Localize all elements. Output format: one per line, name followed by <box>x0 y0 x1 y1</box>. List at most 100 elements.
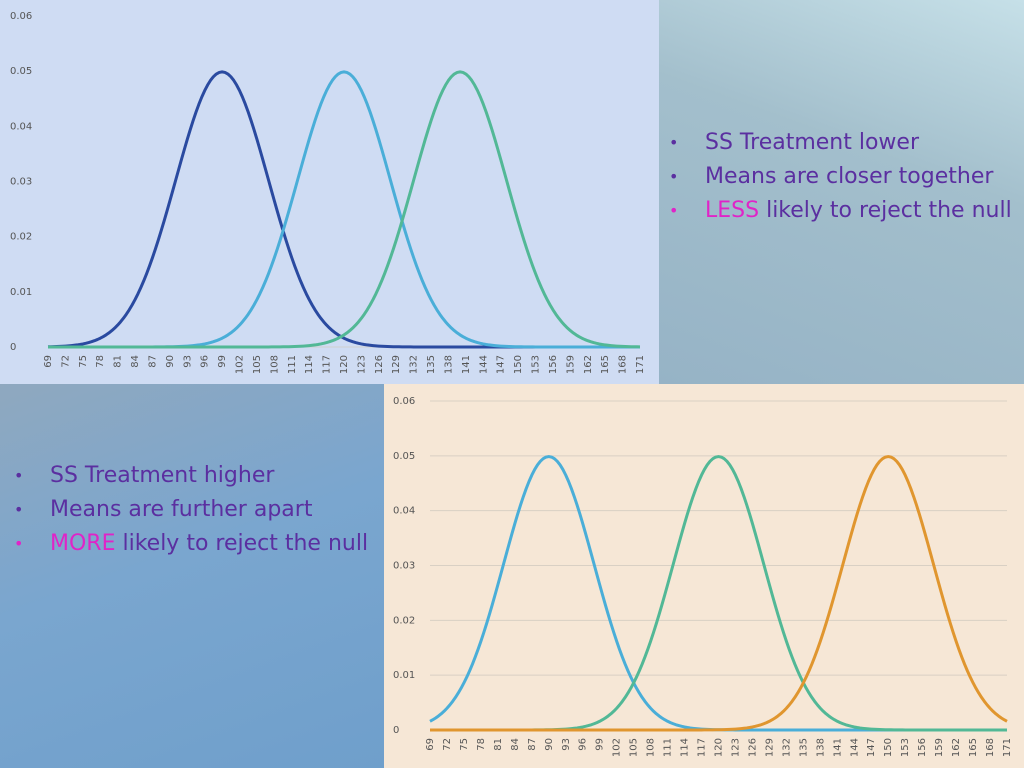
x-tick-label: 117 <box>322 355 333 374</box>
background-bottom-left <box>0 384 384 768</box>
x-tick-label: 111 <box>663 738 674 757</box>
x-tick-label: 69 <box>425 738 436 751</box>
x-tick-label: 153 <box>531 355 542 374</box>
y-tick-label: 0 <box>10 342 16 353</box>
x-tick-label: 144 <box>478 355 489 374</box>
bullet-text: likely to reject the null <box>759 198 1012 223</box>
y-tick-label: 0.01 <box>10 287 32 298</box>
x-tick-label: 147 <box>866 738 877 757</box>
y-tick-label: 0.03 <box>393 561 415 572</box>
x-tick-label: 75 <box>459 738 470 751</box>
x-tick-label: 81 <box>113 355 124 368</box>
x-tick-label: 99 <box>217 355 228 368</box>
x-tick-label: 90 <box>165 355 176 368</box>
bullet-text: likely to reject the null <box>115 531 369 556</box>
x-tick-label: 114 <box>304 355 315 374</box>
y-tick-label: 0.06 <box>10 11 32 22</box>
bullet-icon: • <box>669 133 679 152</box>
x-tick-label: 159 <box>934 738 945 757</box>
x-tick-label: 156 <box>917 738 928 757</box>
x-tick-label: 72 <box>60 355 71 368</box>
bullet-icon: • <box>14 500 24 519</box>
chart-top: 0 0.01 0.02 0.03 0.04 0.05 0.06 69 72 75 78 81 84 87 9… <box>10 11 646 374</box>
bullet-icon: • <box>14 466 24 485</box>
bullet-text: Means are further apart <box>50 497 313 522</box>
bullet-text: SS Treatment higher <box>50 463 275 488</box>
x-tick-label: 165 <box>968 738 979 757</box>
bullet-text: Means are closer together <box>705 164 994 189</box>
x-tick-label: 117 <box>697 738 708 757</box>
x-tick-label: 141 <box>461 355 472 374</box>
x-tick-label: 105 <box>629 738 640 757</box>
x-tick-label: 138 <box>443 355 454 374</box>
x-tick-label: 69 <box>43 355 54 368</box>
x-tick-label: 114 <box>680 738 691 757</box>
bullet-highlight-text: LESS <box>705 198 760 223</box>
y-tick-label: 0.05 <box>393 451 415 462</box>
x-tick-label: 72 <box>442 738 453 751</box>
x-tick-label: 150 <box>513 355 524 374</box>
x-tick-label: 153 <box>900 738 911 757</box>
y-tick-label: 0.03 <box>10 177 32 188</box>
y-tick-label: 0.04 <box>393 506 415 517</box>
x-tick-label: 111 <box>287 355 298 374</box>
x-tick-label: 171 <box>1002 738 1013 757</box>
x-tick-label: 120 <box>714 738 725 757</box>
bullet-icon: • <box>14 534 24 553</box>
x-tick-label: 87 <box>147 355 158 368</box>
y-tick-label: 0.02 <box>393 615 415 626</box>
x-tick-label: 105 <box>252 355 263 374</box>
x-tick-label: 93 <box>182 355 193 368</box>
x-tick-label: 87 <box>527 738 538 751</box>
x-tick-label: 84 <box>130 355 141 368</box>
x-tick-label: 168 <box>985 738 996 757</box>
x-tick-label: 126 <box>747 738 758 757</box>
bullet-item: • SS Treatment higher <box>14 459 368 493</box>
x-tick-label: 93 <box>561 738 572 751</box>
chart-panel-top: 0 0.01 0.02 0.03 0.04 0.05 0.06 69 72 75 78 81 84 87 9… <box>0 0 659 384</box>
x-tick-label: 90 <box>544 738 555 751</box>
x-tick-label: 120 <box>339 355 350 374</box>
x-tick-label: 135 <box>426 355 437 374</box>
x-tick-label: 78 <box>476 738 487 751</box>
x-tick-label: 96 <box>200 355 211 368</box>
bullet-item: • Means are further apart <box>14 493 368 527</box>
x-tick-label: 132 <box>409 355 420 374</box>
bullet-list-top-right: • SS Treatment lower • Means are closer … <box>669 126 1012 228</box>
x-tick-label: 150 <box>883 738 894 757</box>
x-tick-label: 75 <box>78 355 89 368</box>
x-tick-label: 96 <box>578 738 589 751</box>
x-tick-label: 171 <box>635 355 646 374</box>
x-tick-label: 129 <box>764 738 775 757</box>
x-tick-label: 123 <box>730 738 741 757</box>
series-line <box>48 70 641 349</box>
bullet-list-bottom-left: • SS Treatment higher • Means are furthe… <box>14 459 369 561</box>
x-tick-label: 78 <box>95 355 106 368</box>
x-tick-label: 165 <box>600 355 611 374</box>
x-tick-label: 81 <box>493 738 504 751</box>
y-tick-label: 0.05 <box>10 66 32 77</box>
x-tick-label: 168 <box>618 355 629 374</box>
x-tick-label: 129 <box>391 355 402 374</box>
y-tick-label: 0.06 <box>393 396 415 407</box>
background-top-right <box>659 0 1024 384</box>
x-tick-label: 141 <box>832 738 843 757</box>
x-tick-label: 135 <box>798 738 809 757</box>
x-tick-label: 162 <box>583 355 594 374</box>
x-tick-label: 84 <box>510 738 521 751</box>
chart-bottom: 0 0.01 0.02 0.03 0.04 0.05 0.06 69 72 75 78 81 84 87 9… <box>393 396 1013 757</box>
x-tick-label: 102 <box>612 738 623 757</box>
x-tick-label: 108 <box>269 355 280 374</box>
bullet-item: • MORE likely to reject the null <box>14 527 369 561</box>
x-tick-label: 138 <box>815 738 826 757</box>
x-tick-label: 102 <box>235 355 246 374</box>
bullet-item: • LESS likely to reject the null <box>669 194 1012 228</box>
x-tick-label: 144 <box>849 738 860 757</box>
series-line <box>429 455 1007 732</box>
y-tick-label: 0 <box>393 725 399 736</box>
x-tick-label: 126 <box>374 355 385 374</box>
y-tick-label: 0.04 <box>10 121 32 132</box>
bullet-icon: • <box>669 167 679 186</box>
x-tick-label: 147 <box>496 355 507 374</box>
bullet-highlight-text: MORE <box>50 531 116 556</box>
